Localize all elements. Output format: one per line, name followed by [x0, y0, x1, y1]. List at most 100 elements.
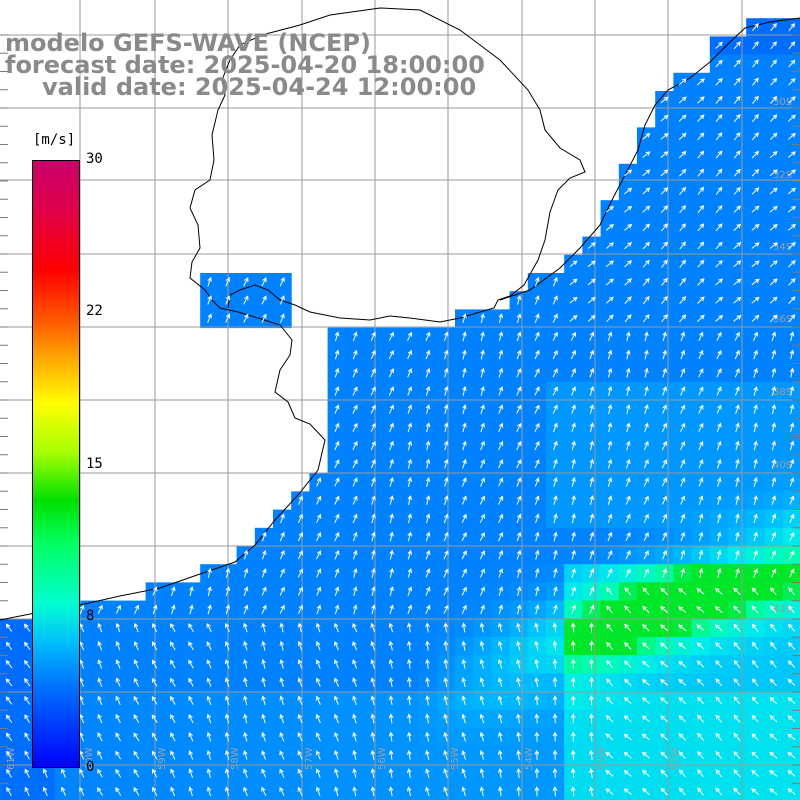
wind-arrow	[206, 677, 212, 687]
wind-arrow	[753, 385, 758, 396]
wind-arrow	[624, 260, 632, 268]
wind-arrow	[133, 750, 140, 760]
wind-arrow	[644, 386, 649, 396]
wind-arrow	[787, 788, 796, 795]
wind-arrow	[678, 132, 687, 140]
wind-arrow	[207, 604, 212, 615]
wind-arrow	[787, 715, 796, 723]
wind-arrow	[461, 586, 467, 596]
wind-arrow	[589, 731, 594, 742]
wind-arrow	[133, 641, 139, 651]
wind-arrow	[696, 642, 705, 650]
wind-arrow	[696, 606, 705, 613]
wind-arrow	[170, 695, 176, 705]
wind-arrow	[624, 223, 633, 231]
wind-arrow	[659, 697, 669, 704]
wind-arrow	[733, 113, 741, 123]
wind-arrow	[516, 604, 522, 615]
wind-arrow	[733, 678, 741, 687]
wind-arrow	[479, 640, 485, 651]
wind-arrow	[660, 205, 669, 213]
wind-arrow	[679, 204, 687, 214]
wind-arrow	[316, 477, 322, 487]
wind-arrow	[678, 678, 687, 686]
wind-arrow	[589, 513, 595, 524]
wind-arrow	[334, 641, 339, 651]
wind-arrow	[733, 150, 741, 159]
wind-arrow	[659, 660, 669, 668]
wind-arrow	[698, 404, 704, 414]
wind-arrow	[716, 368, 722, 378]
wind-arrow	[388, 695, 394, 706]
wind-arrow	[625, 550, 631, 560]
wind-arrow	[605, 751, 614, 759]
wind-arrow	[788, 22, 796, 32]
wind-arrow	[23, 659, 31, 669]
wind-arrow	[61, 768, 66, 778]
wind-arrow	[188, 677, 194, 687]
wind-arrow	[334, 367, 340, 378]
wind-arrow	[425, 440, 431, 451]
wind-arrow	[753, 458, 758, 469]
wind-arrow	[751, 678, 759, 687]
wind-arrow	[352, 695, 357, 706]
lon-label: 52W	[670, 747, 681, 770]
wind-arrow	[243, 640, 248, 651]
wind-arrow	[589, 349, 595, 360]
wind-arrow	[696, 696, 705, 705]
wind-arrow	[789, 531, 795, 542]
wind-arrow	[516, 713, 521, 724]
wind-arrow	[115, 604, 121, 614]
wind-arrow	[788, 41, 796, 50]
wind-arrow	[643, 550, 649, 560]
wind-arrow	[280, 313, 285, 323]
wind-arrow	[516, 513, 522, 524]
wind-arrow	[696, 660, 705, 668]
wind-arrow	[552, 368, 558, 378]
colorbar-tick-0: 0	[86, 759, 95, 775]
wind-arrow	[370, 640, 376, 651]
wind-arrow	[279, 659, 285, 669]
wind-arrow	[406, 749, 412, 760]
wind-arrow	[733, 223, 742, 231]
wind-arrow	[498, 586, 504, 596]
wind-arrow	[715, 168, 723, 177]
wind-arrow	[606, 660, 613, 669]
wind-arrow	[680, 404, 686, 414]
wind-arrow	[443, 404, 449, 415]
wind-arrow	[751, 223, 760, 231]
wind-arrow	[97, 677, 103, 687]
wind-arrow	[279, 713, 285, 724]
wind-arrow	[642, 133, 651, 140]
wind-arrow	[279, 786, 285, 796]
wind-arrow	[334, 477, 340, 487]
wind-arrow	[443, 768, 448, 778]
wind-arrow	[407, 695, 412, 706]
wind-arrow	[642, 223, 651, 231]
wind-arrow	[461, 786, 466, 797]
wind-arrow	[606, 623, 613, 632]
wind-arrow	[425, 349, 431, 360]
wind-arrow	[315, 695, 321, 706]
wind-arrow	[170, 768, 176, 778]
wind-arrow	[133, 659, 139, 669]
wind-arrow	[735, 531, 740, 542]
wind-arrow	[352, 713, 357, 724]
wind-arrow	[443, 568, 449, 578]
wind-arrow	[751, 696, 759, 705]
wind-arrow	[788, 59, 796, 68]
wind-arrow	[571, 386, 576, 396]
wind-arrow	[770, 59, 777, 68]
wind-arrow	[733, 751, 741, 760]
wind-arrow	[534, 604, 540, 615]
wind-arrow	[679, 314, 687, 323]
wind-arrow	[151, 732, 158, 742]
wind-arrow	[661, 314, 668, 323]
wind-arrow	[279, 568, 285, 578]
wind-arrow	[680, 349, 686, 360]
wind-arrow	[461, 713, 466, 724]
wind-arrow	[42, 786, 48, 796]
wind-arrow	[678, 606, 687, 613]
wind-arrow	[461, 513, 467, 524]
wind-arrow	[24, 677, 31, 687]
